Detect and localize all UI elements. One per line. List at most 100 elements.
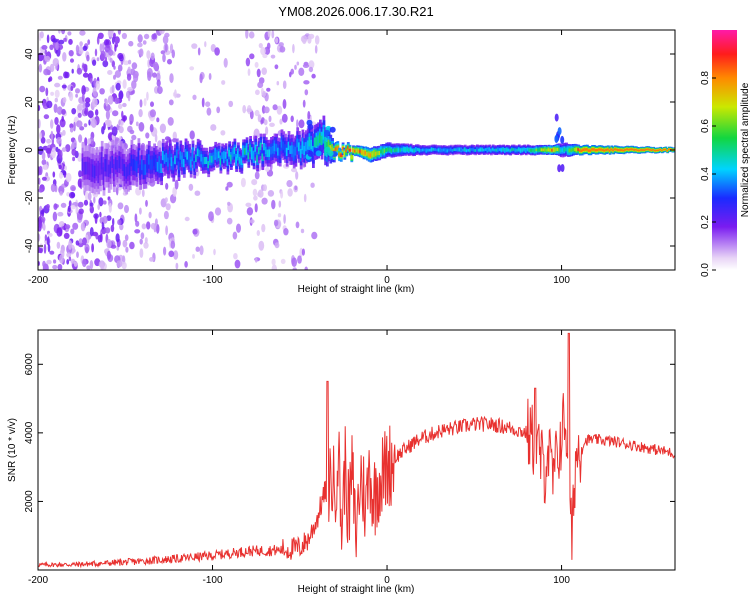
heatmap-noise-cell (314, 35, 320, 45)
heatmap-ridge-cell (654, 149, 657, 152)
colorbar-ticks: 0.0 0.2 0.4 0.6 0.8 (700, 71, 716, 277)
heatmap-ridge-cell (633, 148, 636, 151)
spectrogram-heatmap (38, 30, 675, 270)
heatmap-ridge-cell (362, 151, 366, 155)
heatmap-noise-cell (131, 62, 138, 70)
heatmap-ridge-cell (268, 149, 272, 157)
heatmap-noise-cell (51, 38, 58, 43)
heatmap-ridge-cell (446, 149, 450, 153)
heatmap-noise-cell (147, 71, 152, 81)
heatmap-noise-cell (87, 192, 92, 201)
snr-ticks: -200 -100 0 100 2000 4000 6000 (24, 330, 675, 586)
heatmap-ridge-cell (486, 148, 490, 152)
heatmap-ridge-cell (645, 148, 649, 151)
heatmap-ridge-cell (477, 148, 481, 152)
heatmap-noise-cell (105, 110, 110, 120)
heatmap-ridge-cell (416, 148, 420, 151)
heatmap-noise-cell (106, 238, 112, 249)
heatmap-noise-cell (267, 30, 271, 38)
heatmap-noise-cell (149, 109, 156, 118)
heatmap-noise-cell (298, 119, 305, 129)
heatmap-ridge-cell (500, 148, 504, 152)
heatmap-noise-cell (139, 238, 143, 245)
heatmap-noise-cell (146, 50, 151, 60)
heatmap-noise-cell (58, 164, 62, 170)
heatmap-noise-cell (71, 108, 77, 115)
heatmap-ridge-cell (308, 137, 312, 147)
heatmap-ridge-cell (598, 148, 601, 151)
heatmap-ridge-cell (161, 150, 165, 161)
heatmap-noise-cell (106, 215, 112, 222)
heatmap-noise-cell (254, 203, 258, 213)
heatmap-noise-cell (159, 30, 165, 35)
heatmap-ridge-cell (303, 145, 307, 155)
heatmap-noise-cell (63, 232, 70, 239)
heatmap-noise-cell (60, 202, 67, 208)
heatmap-noise-cell (38, 246, 43, 253)
heatmap-ridge-cell (285, 147, 289, 156)
heatmap-ridge-cell (200, 154, 204, 162)
heatmap-noise-cell (118, 103, 123, 110)
heatmap-noise-cell (75, 240, 80, 246)
heatmap-ridge-cell (488, 148, 492, 151)
heatmap-noise-cell (292, 43, 295, 54)
heatmap-spike-cell (557, 164, 562, 173)
heatmap-noise-cell (150, 101, 154, 107)
heatmap-noise-cell (167, 117, 174, 126)
heatmap-noise-cell (114, 97, 120, 105)
heatmap-ridge-cell (383, 149, 387, 154)
heatmap-noise-cell (257, 189, 264, 198)
heatmap-ridge-cell (394, 148, 397, 153)
heatmap-ridge-cell (423, 148, 427, 152)
heatmap-ridge-cell (596, 148, 600, 152)
heatmap-ridge-cell (130, 154, 134, 167)
heatmap-noise-cell (46, 100, 53, 109)
heatmap-noise-cell (271, 258, 276, 266)
heatmap-noise-cell (310, 182, 315, 188)
heatmap-noise-cell (129, 113, 134, 124)
heatmap-noise-cell (111, 126, 118, 136)
heatmap-noise-cell (249, 53, 255, 60)
heatmap-ridge-cell (270, 146, 273, 155)
heatmap-noise-cell (98, 197, 104, 207)
heatmap-ridge-cell (182, 159, 186, 168)
heatmap-ridge-cell (435, 148, 439, 152)
heatmap-noise-cell (66, 252, 72, 258)
heatmap-noise-cell (137, 42, 143, 48)
heatmap-noise-cell (57, 75, 63, 80)
heatmap-noise-cell (162, 53, 166, 63)
heatmap-noise-cell (157, 86, 163, 95)
heatmap-noise-cell (272, 104, 278, 111)
heatmap-noise-cell (88, 119, 91, 126)
heatmap-noise-cell (228, 100, 234, 108)
heatmap-ridge-cell (549, 148, 553, 152)
heatmap-noise-cell (100, 50, 106, 60)
heatmap-ridge-cell (514, 148, 518, 152)
heatmap-ridge-cell (177, 161, 181, 170)
heatmap-noise-cell (173, 250, 179, 260)
heatmap-ridge-cell (547, 148, 551, 151)
heatmap-ridge-cell (104, 159, 108, 172)
heatmap-ridge-cell (573, 147, 577, 151)
colorbar-tick-label: 0.0 (700, 263, 711, 277)
heatmap-ridge-cell (538, 148, 542, 151)
heatmap-noise-cell (156, 117, 160, 123)
heatmap-ridge-cell (542, 148, 546, 152)
heatmap-noise-cell (54, 117, 59, 125)
heatmap-noise-cell (274, 64, 279, 70)
heatmap-noise-cell (45, 87, 49, 97)
heatmap-ridge-cell (147, 154, 151, 165)
heatmap-ridge-cell (168, 151, 172, 160)
colorbar-tick-label: 0.6 (700, 119, 711, 133)
heatmap-ridge-cell (524, 149, 528, 152)
heatmap-noise-cell (49, 44, 54, 51)
heatmap-noise-cell (189, 130, 195, 140)
heatmap-ridge-cell (418, 148, 422, 152)
heatmap-noise-cell (142, 40, 147, 45)
heatmap-ridge-cell (134, 159, 137, 171)
heatmap-ridge-cell (149, 159, 153, 170)
heatmap-noise-cell (294, 185, 298, 191)
heatmap-noise-cell (192, 228, 198, 235)
heatmap-noise-cell (131, 80, 137, 90)
heatmap-noise-cell (260, 47, 266, 56)
